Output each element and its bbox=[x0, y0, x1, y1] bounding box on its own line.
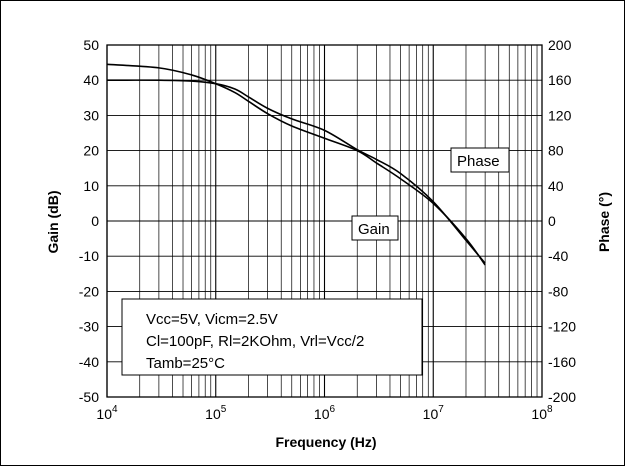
conditions-box: Vcc=5V, Vicm=2.5V Cl=100pF, Rl=2KOhm, Vr… bbox=[121, 298, 423, 376]
x-tick-label: 105 bbox=[205, 404, 227, 422]
phase-curve bbox=[106, 79, 486, 264]
plot-border bbox=[106, 44, 543, 398]
y-tick-label: -50 bbox=[79, 389, 99, 405]
phase-label-box: Phase bbox=[450, 147, 510, 173]
y-tick-label: 10 bbox=[83, 178, 99, 194]
x-tick-label: 108 bbox=[531, 404, 553, 422]
y2-tick-label: -80 bbox=[548, 283, 568, 299]
y-tick-label: 0 bbox=[91, 213, 99, 229]
y2-tick-label: 160 bbox=[548, 72, 572, 88]
gain-curve bbox=[106, 63, 486, 266]
y-tick-label: 20 bbox=[83, 143, 99, 159]
y2-tick-label: 80 bbox=[548, 143, 564, 159]
curves bbox=[106, 63, 486, 266]
y2-tick-label: 200 bbox=[548, 37, 572, 53]
x-tick-label: 104 bbox=[96, 404, 118, 422]
y-axis-title: Gain (dB) bbox=[45, 191, 61, 254]
x-axis-title: Frequency (Hz) bbox=[275, 434, 376, 450]
y2-tick-label: -200 bbox=[548, 389, 576, 405]
y-tick-label: -10 bbox=[79, 248, 99, 264]
y2-axis-title: Phase (°) bbox=[596, 192, 612, 252]
y-tick-label: -40 bbox=[79, 354, 99, 370]
y2-tick-label: 120 bbox=[548, 107, 572, 123]
tick-labels: 50 40 30 20 10 0 -10 -20 -30 -40 -50 200 160 120 80 40 0… bbox=[79, 37, 576, 422]
x-tick-label: 106 bbox=[314, 404, 336, 422]
y-tick-label: 30 bbox=[83, 107, 99, 123]
y-tick-label: 50 bbox=[83, 37, 99, 53]
y-tick-label: 40 bbox=[83, 72, 99, 88]
x-tick-label: 107 bbox=[423, 404, 445, 422]
conditions-line-1: Vcc=5V, Vicm=2.5V bbox=[146, 311, 278, 328]
y-tick-label: -30 bbox=[79, 319, 99, 335]
conditions-line-3: Tamb=25°C bbox=[146, 355, 225, 372]
conditions-line-2: Cl=100pF, Rl=2KOhm, Vrl=Vcc/2 bbox=[146, 333, 364, 350]
y-tick-label: -20 bbox=[79, 283, 99, 299]
y2-tick-label: 0 bbox=[548, 213, 556, 229]
y2-tick-label: -40 bbox=[548, 248, 568, 264]
phase-curve-label: Phase bbox=[457, 153, 500, 170]
y2-tick-label: 40 bbox=[548, 178, 564, 194]
gain-label-box: Gain bbox=[351, 215, 399, 241]
y2-tick-label: -120 bbox=[548, 319, 576, 335]
y2-tick-label: -160 bbox=[548, 354, 576, 370]
gain-curve-label: Gain bbox=[358, 221, 390, 238]
